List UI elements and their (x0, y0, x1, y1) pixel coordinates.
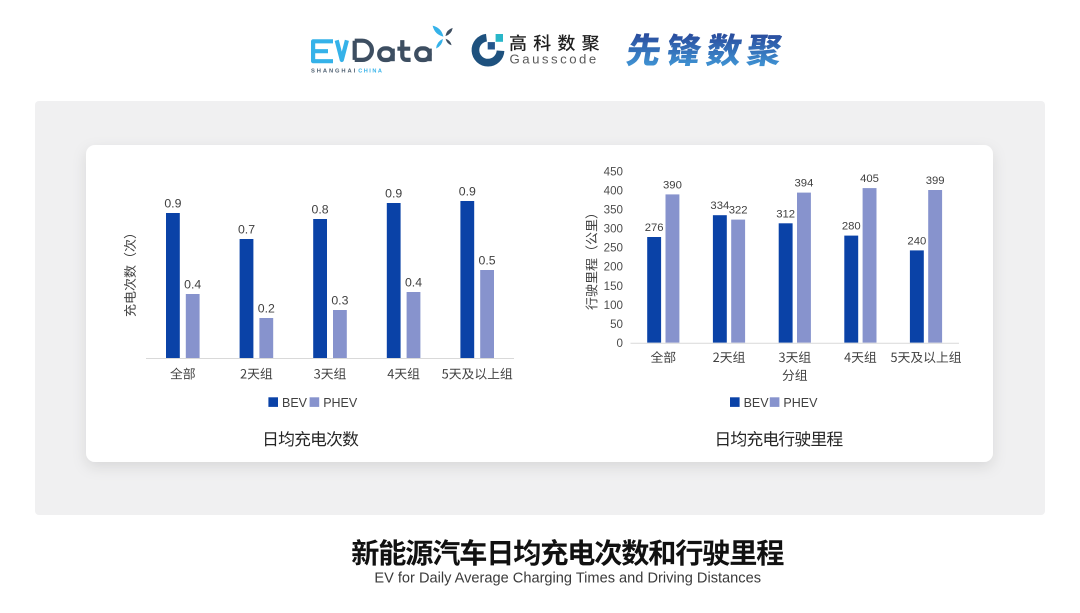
svg-text:240: 240 (907, 235, 926, 247)
svg-text:390: 390 (663, 179, 682, 191)
svg-text:PHEV: PHEV (783, 396, 818, 410)
svg-text:450: 450 (604, 165, 623, 178)
svg-text:0.4: 0.4 (184, 277, 201, 291)
svg-text:0.3: 0.3 (331, 293, 348, 307)
svg-text:0.2: 0.2 (258, 301, 275, 315)
svg-text:0.9: 0.9 (164, 196, 181, 210)
svg-text:EV for Daily Average Charging: EV for Daily Average Charging Times and … (374, 571, 761, 587)
svg-text:394: 394 (795, 178, 814, 190)
svg-text:334: 334 (710, 200, 729, 212)
svg-text:Gausscode: Gausscode (510, 51, 599, 66)
svg-text:350: 350 (604, 204, 623, 217)
svg-text:405: 405 (860, 173, 879, 185)
svg-text:280: 280 (842, 221, 861, 233)
svg-text:312: 312 (776, 208, 795, 220)
svg-text:399: 399 (926, 175, 945, 187)
svg-text:SHANGHAI: SHANGHAI (311, 69, 357, 75)
svg-text:322: 322 (729, 205, 748, 217)
svg-text:276: 276 (645, 222, 664, 234)
svg-text:0.4: 0.4 (405, 275, 422, 289)
svg-text:CHINA: CHINA (358, 69, 383, 75)
svg-text:0.7: 0.7 (238, 222, 255, 236)
svg-text:PHEV: PHEV (323, 396, 358, 410)
svg-text:0.8: 0.8 (312, 202, 329, 216)
svg-text:300: 300 (604, 223, 623, 236)
svg-text:150: 150 (604, 280, 623, 293)
svg-text:0: 0 (617, 337, 623, 350)
svg-text:0.9: 0.9 (459, 184, 476, 198)
svg-text:50: 50 (610, 318, 623, 331)
svg-text:0.9: 0.9 (385, 186, 402, 200)
svg-text:400: 400 (604, 185, 623, 198)
svg-text:200: 200 (604, 261, 623, 274)
svg-text:250: 250 (604, 242, 623, 255)
svg-text:BEV: BEV (282, 396, 308, 410)
svg-text:100: 100 (604, 299, 623, 312)
svg-text:0.5: 0.5 (479, 253, 496, 267)
svg-text:BEV: BEV (744, 396, 770, 410)
